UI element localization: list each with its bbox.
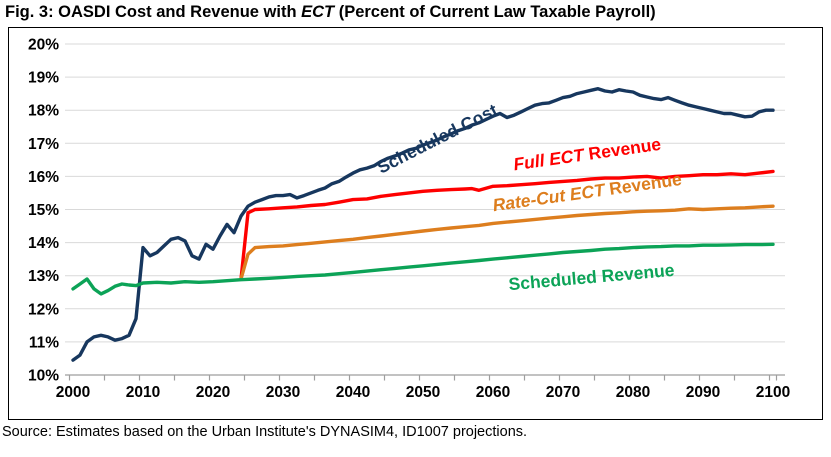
figure-title-ect-italic: ECT xyxy=(301,3,335,21)
x-axis xyxy=(65,374,785,381)
y-tick-label: 11% xyxy=(29,334,59,351)
series-line-scheduled-cost xyxy=(71,87,775,362)
series-label-scheduled-revenue: Scheduled Revenue xyxy=(508,260,676,294)
x-tick-label: 2030 xyxy=(266,384,300,401)
oasdi-line-chart: 2000 2010 2020 2030 2040 2050 2060 2070 2080 2090… xyxy=(28,37,790,402)
series-label-full-ect-revenue: Full ECT Revenue xyxy=(512,134,662,175)
source-note: Source: Estimates based on the Urban Ins… xyxy=(2,424,528,440)
y-tick-label: 14% xyxy=(28,235,59,252)
series-label-scheduled-cost: Scheduled Cost xyxy=(374,100,501,178)
chart-plot-border: 2000 2010 2020 2030 2040 2050 2060 2070 2080 2090… xyxy=(8,27,823,420)
figure-title: Fig. 3: OASDI Cost and Revenue with ECT … xyxy=(5,3,656,22)
series-line-scheduled-revenue xyxy=(71,242,775,296)
x-tick-label: 2100 xyxy=(756,384,790,401)
x-tick-label: 2080 xyxy=(616,384,650,401)
x-tick-label: 2060 xyxy=(476,384,510,401)
x-tick-label: 2090 xyxy=(686,384,720,401)
x-tick-label: 2020 xyxy=(196,384,230,401)
series-line-rate-cut-ect-revenue xyxy=(239,204,775,281)
y-tick-label: 10% xyxy=(28,368,59,385)
series-line-full-ect-revenue xyxy=(239,169,775,281)
gridlines xyxy=(65,43,785,343)
figure-title-suffix: (Percent of Current Law Taxable Payroll) xyxy=(334,3,656,21)
x-tick-label: 2010 xyxy=(126,384,160,401)
y-tick-label: 13% xyxy=(28,268,59,285)
y-tick-label: 15% xyxy=(28,202,59,219)
y-tick-label: 20% xyxy=(28,37,59,54)
y-tick-label: 16% xyxy=(28,169,59,186)
x-tick-label: 2000 xyxy=(56,384,90,401)
y-tick-label: 18% xyxy=(28,103,59,120)
x-tick-label: 2040 xyxy=(336,384,370,401)
y-tick-label: 19% xyxy=(28,70,59,87)
y-tick-label: 17% xyxy=(28,136,59,153)
series-label-rate-cut-ect-revenue: Rate-Cut ECT Revenue xyxy=(491,169,683,215)
x-tick-label: 2070 xyxy=(546,384,580,401)
figure-title-prefix: Fig. 3: OASDI Cost and Revenue with xyxy=(5,3,302,21)
x-tick-label: 2050 xyxy=(406,384,440,401)
y-tick-label: 12% xyxy=(28,301,59,318)
